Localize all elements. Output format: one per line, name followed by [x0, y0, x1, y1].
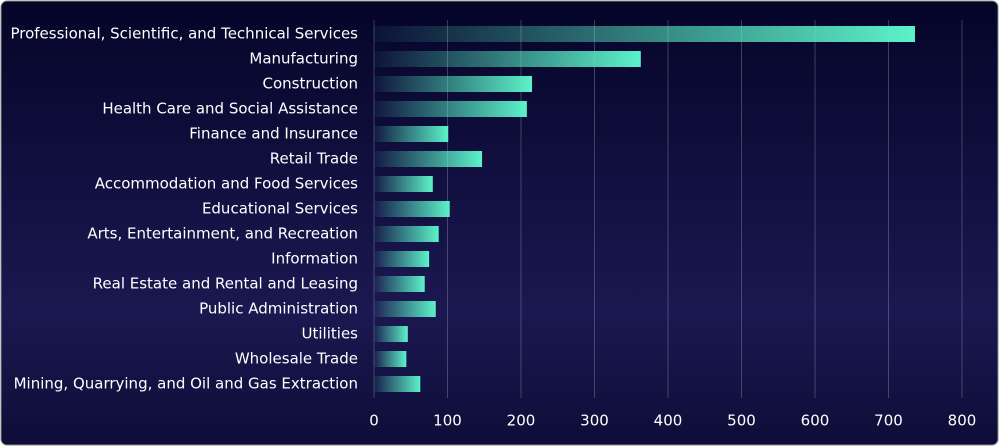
y-tick-label: Professional, Scientific, and Technical … — [10, 25, 358, 43]
y-tick-label: Health Care and Social Assistance — [102, 100, 358, 118]
y-tick-label: Wholesale Trade — [235, 350, 358, 368]
y-tick-label: Information — [271, 250, 358, 268]
bar — [374, 76, 533, 92]
bar — [374, 51, 641, 67]
x-tick-label: 400 — [654, 412, 683, 430]
bar — [374, 251, 430, 267]
y-tick-label: Finance and Insurance — [189, 125, 358, 143]
y-tick-label: Manufacturing — [249, 50, 358, 68]
bar — [374, 126, 449, 142]
y-tick-label: Construction — [262, 75, 358, 93]
y-tick-label: Accommodation and Food Services — [95, 175, 358, 193]
x-tick-label: 0 — [369, 412, 379, 430]
y-tick-label: Utilities — [302, 325, 359, 343]
y-tick-label: Mining, Quarrying, and Oil and Gas Extra… — [14, 375, 358, 393]
bar — [374, 26, 915, 42]
bar — [374, 276, 425, 292]
x-tick-label: 800 — [948, 412, 977, 430]
x-tick-label: 700 — [874, 412, 903, 430]
x-tick-label: 300 — [580, 412, 609, 430]
y-tick-label: Real Estate and Rental and Leasing — [93, 275, 358, 293]
bar — [374, 226, 439, 242]
bar — [374, 151, 483, 167]
y-tick-label: Retail Trade — [270, 150, 358, 168]
bar — [374, 376, 421, 392]
bar — [374, 301, 436, 317]
bar — [374, 201, 450, 217]
y-tick-label: Arts, Entertainment, and Recreation — [87, 225, 358, 243]
bar — [374, 326, 408, 342]
y-tick-label: Educational Services — [202, 200, 358, 218]
x-tick-label: 600 — [801, 412, 830, 430]
bar — [374, 101, 527, 117]
y-tick-label: Public Administration — [199, 300, 358, 318]
bar — [374, 351, 407, 367]
x-tick-label: 100 — [433, 412, 462, 430]
x-tick-label: 500 — [727, 412, 756, 430]
bar — [374, 176, 433, 192]
x-tick-label: 200 — [507, 412, 536, 430]
